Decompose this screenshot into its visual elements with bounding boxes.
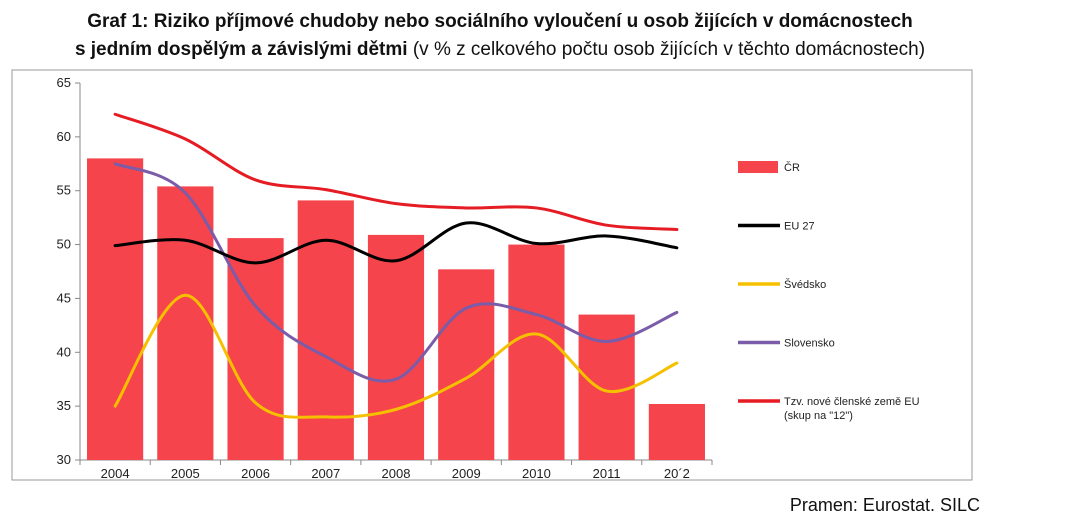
source-note: Pramen: Eurostat. SILC [789, 495, 980, 515]
legend-label: (skup na "12") [784, 410, 853, 422]
x-tick-label: 2011 [593, 466, 621, 481]
legend-swatch [738, 161, 778, 173]
x-tick-label: 2004 [101, 466, 130, 481]
title-line-2: s jedním dospělým a závislými dětmi (v %… [0, 36, 1000, 65]
legend-label: Švédsko [784, 278, 826, 291]
y-tick-label: 30 [57, 452, 71, 467]
legend-label: EU 27 [784, 221, 815, 233]
x-tick-label: 2005 [171, 466, 200, 481]
x-tick-label: 2010 [522, 466, 551, 481]
series-line-v-dsko [113, 293, 679, 419]
x-tick-label: 2009 [452, 466, 481, 481]
series-line-slovensko [113, 162, 679, 383]
chart-title: Graf 1: Riziko příjmové chudoby nebo soc… [0, 8, 1000, 65]
legend-label: Slovensko [784, 338, 835, 350]
series-line-eu-27 [113, 221, 679, 265]
x-tick-label: 2007 [311, 466, 340, 481]
legend-label: ČR [784, 161, 800, 174]
x-tick-label: 20´2 [664, 466, 690, 481]
bar-cr [157, 186, 214, 461]
y-tick-label: 35 [57, 398, 71, 413]
title-line-2-normal: (v % z celkového počtu osob žijících v t… [407, 39, 926, 60]
bar-cr [87, 158, 144, 460]
x-tick-label: 2008 [382, 466, 411, 481]
bar-cr [367, 234, 425, 460]
y-tick-label: 60 [57, 129, 71, 144]
y-tick-label: 65 [57, 75, 71, 90]
y-tick-label: 50 [57, 237, 71, 252]
bar-cr [227, 238, 284, 460]
x-tick-label: 2006 [241, 466, 270, 481]
bar-cr [508, 244, 565, 460]
title-line-2-bold: s jedním dospělým a závislými dětmi [74, 39, 408, 60]
chart-frame [11, 69, 973, 481]
legend-label: Tzv. nové členské země EU [784, 396, 920, 408]
y-tick-label: 40 [57, 344, 71, 359]
y-tick-label: 45 [57, 290, 71, 305]
title-line-1: Graf 1: Riziko příjmové chudoby nebo soc… [87, 11, 913, 32]
series-line-tzv-nov-lensk-zem-eu-skup-na-12 [113, 112, 679, 231]
bar-cr [648, 403, 705, 460]
y-tick-label: 55 [57, 183, 71, 198]
